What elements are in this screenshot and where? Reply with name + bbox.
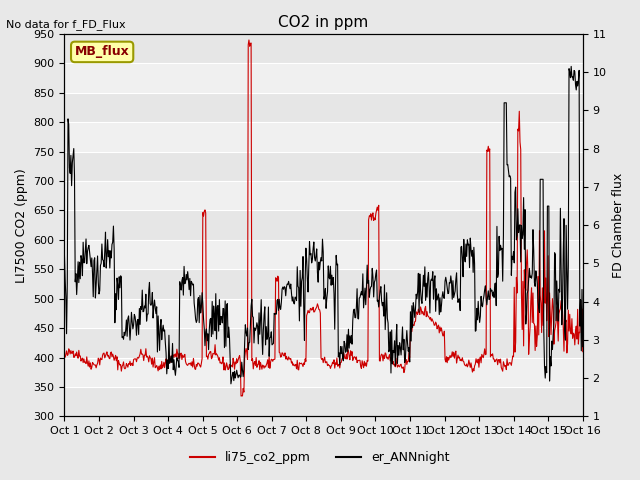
Bar (65, 211, 583, 240)
Y-axis label: LI7500 CO2 (ppm): LI7500 CO2 (ppm) (15, 168, 28, 283)
Y-axis label: FD Chamber flux: FD Chamber flux (612, 173, 625, 278)
Legend: li75_co2_ppm, er_ANNnight: li75_co2_ppm, er_ANNnight (186, 446, 454, 469)
Text: No data for f_FD_Flux: No data for f_FD_Flux (6, 19, 126, 30)
Bar (65, 34, 583, 63)
Bar (65, 269, 583, 299)
Text: MB_flux: MB_flux (75, 46, 129, 59)
Title: CO2 in ppm: CO2 in ppm (278, 15, 369, 30)
Bar (65, 328, 583, 358)
Bar (65, 387, 583, 417)
Bar (65, 152, 583, 181)
Bar (65, 93, 583, 122)
